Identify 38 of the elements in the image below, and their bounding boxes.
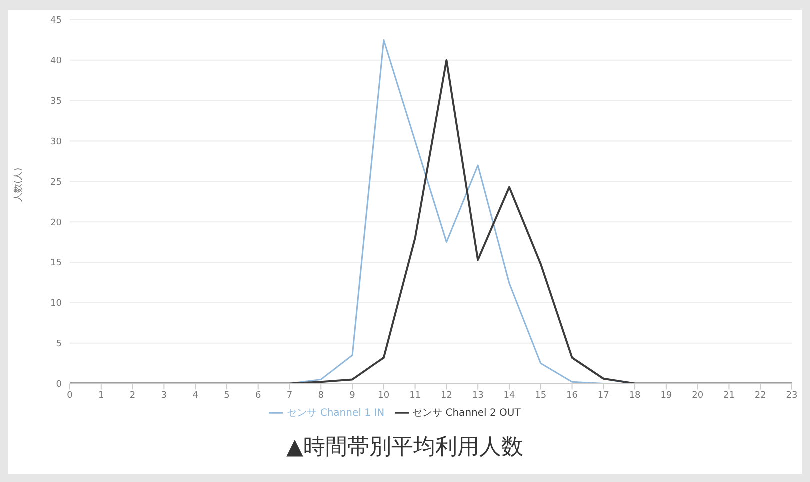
text: ▲時間帯別平均利用人数: [286, 434, 524, 462]
x-tick-label: 1: [98, 391, 104, 402]
x-tick-label: 20: [692, 391, 704, 402]
x-tick-label: 4: [192, 391, 199, 402]
x-tick-label: 12: [440, 391, 452, 402]
x-tick-label: 19: [660, 391, 672, 402]
x-tick-label: 2: [130, 391, 136, 402]
y-tick-label: 5: [56, 340, 62, 350]
y-tick-label: 40: [50, 56, 62, 67]
y-tick-label: 30: [50, 137, 62, 148]
legend-label: センサ Channel 1 IN: [287, 408, 385, 419]
x-tick-label: 15: [535, 391, 547, 402]
x-tick-label: 17: [598, 391, 610, 402]
x-tick-label: 7: [286, 391, 293, 402]
x-tick-label: 5: [224, 391, 230, 402]
x-tick-label: 16: [566, 391, 578, 402]
x-tick-label: 13: [472, 391, 484, 402]
y-tick-label: 0: [56, 380, 62, 390]
x-tick-label: 10: [378, 391, 390, 402]
x-tick-label: 11: [410, 391, 422, 402]
y-tick-label: 20: [50, 218, 62, 228]
x-tick-label: 22: [754, 391, 766, 402]
x-tick-label: 9: [350, 391, 356, 402]
x-tick-label: 3: [161, 391, 168, 402]
x-tick-label: 8: [318, 391, 324, 402]
x-tick-label: 23: [786, 391, 798, 402]
x-tick-label: 14: [504, 391, 516, 402]
y-tick-label: 10: [50, 299, 62, 310]
x-tick-label: 0: [67, 391, 74, 402]
legend-label: センサ Channel 2 OUT: [412, 408, 521, 419]
x-tick-label: 6: [255, 391, 262, 402]
x-tick-label: 18: [629, 391, 642, 402]
y-tick-label: 35: [50, 97, 62, 108]
y-tick-label: 25: [50, 178, 62, 188]
y-tick-label: 45: [50, 16, 62, 26]
y-axis-title: 人数(人): [13, 168, 24, 202]
y-tick-label: 15: [50, 258, 62, 269]
x-tick-label: 21: [723, 391, 735, 402]
